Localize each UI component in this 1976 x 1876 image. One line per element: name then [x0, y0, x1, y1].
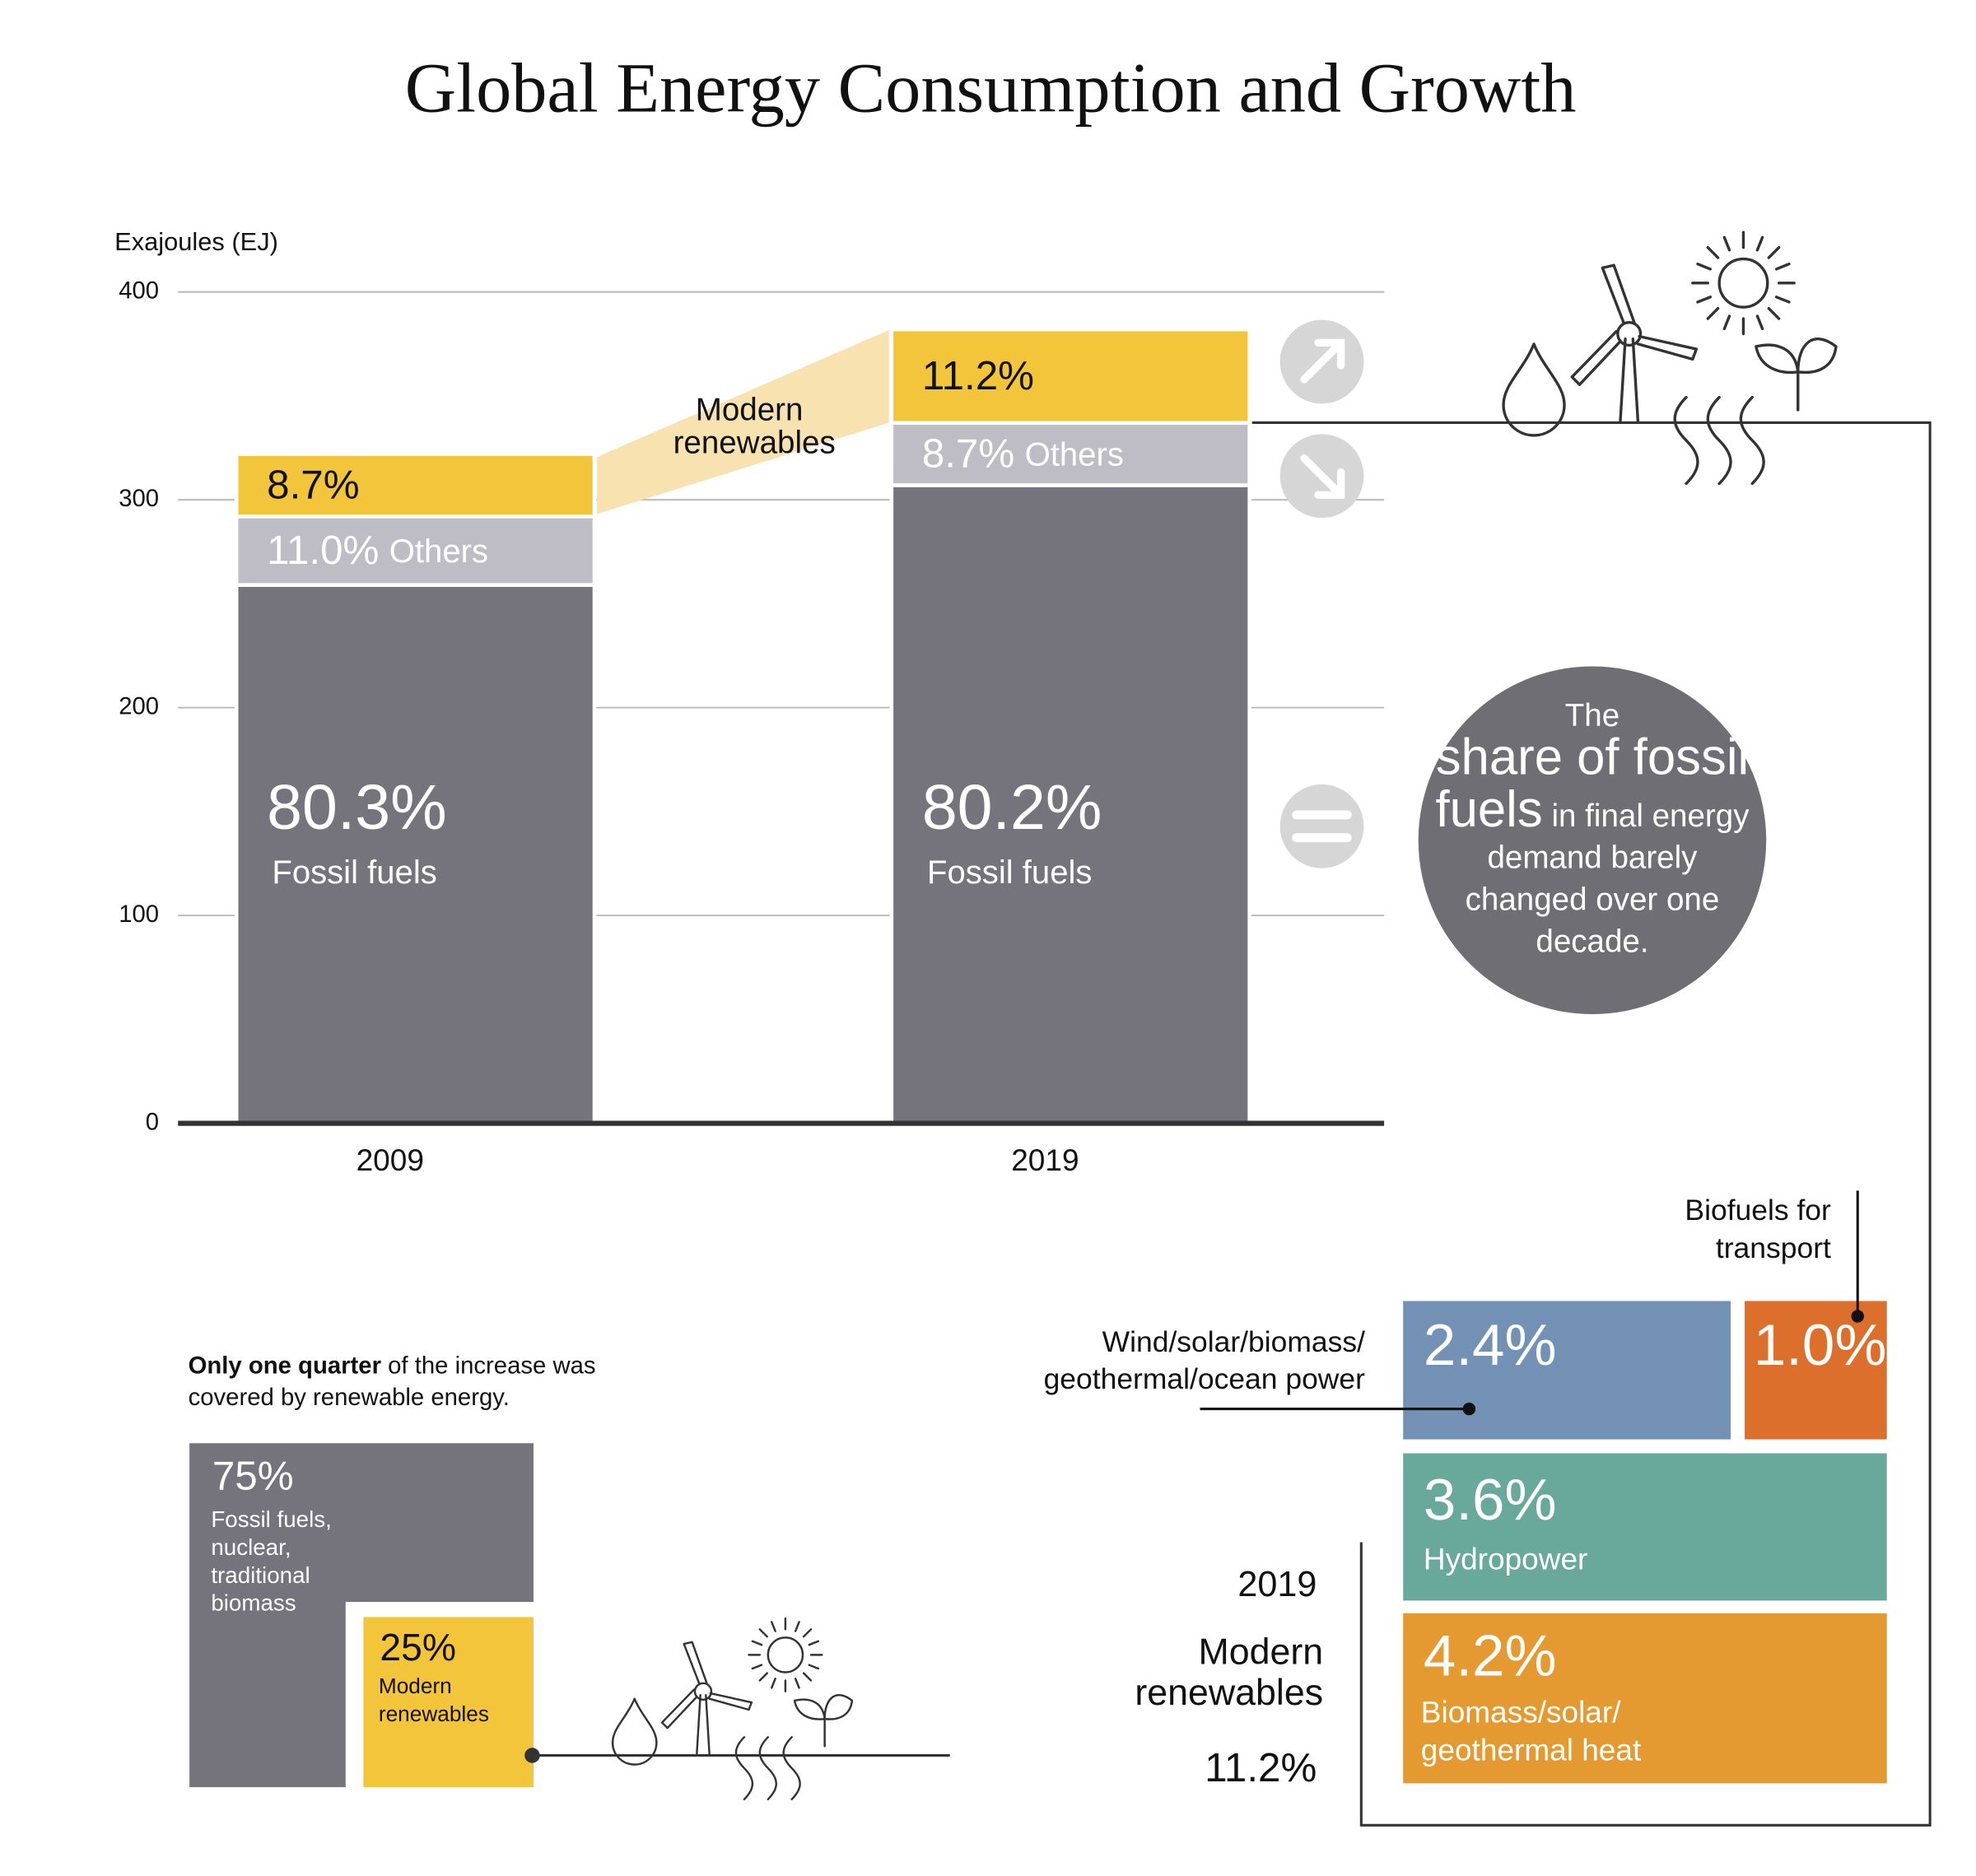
up-arrow	[1300, 338, 1345, 384]
renewable-share-box	[363, 1617, 534, 1788]
segment-label: 11.2%	[922, 353, 1034, 398]
share-label: 11.0%	[267, 528, 379, 573]
hydro-label: Hydropower	[1424, 1542, 1587, 1576]
y-tick-label: 400	[119, 277, 159, 304]
heat-value: 4.2%	[1424, 1624, 1557, 1689]
bar-segment	[889, 483, 1251, 1125]
trend-icons	[1279, 319, 1364, 868]
chart-title: Global Energy Consumption and Growth	[405, 48, 1577, 127]
segment-label: 8.7% Others	[922, 431, 1124, 477]
callout-lead: The	[1564, 698, 1620, 734]
share-label: 80.2%	[922, 772, 1102, 843]
breakdown-title: Modern renewables	[1135, 1632, 1324, 1714]
callout-text: in final energy demand barely changed ov…	[1465, 798, 1750, 960]
callout-circle	[1418, 666, 1767, 1015]
frame-line	[1251, 421, 1932, 1827]
hydro-value: 3.6%	[1424, 1468, 1557, 1533]
renewable-share-label-box: Modern renewables	[378, 1674, 489, 1727]
bar-segment	[889, 327, 1251, 426]
connector	[597, 329, 889, 514]
increase-bold: Only one quarter	[188, 1352, 381, 1380]
breakdown-year: 2019	[1237, 1565, 1317, 1604]
segment-label: 8.7%	[267, 463, 359, 508]
biofuel-label: Biofuels for transport	[1685, 1193, 1831, 1264]
y-tick-label: 0	[146, 1108, 159, 1135]
biofuel-value: 1.0%	[1754, 1313, 1887, 1378]
callout: The share of fossil fuels in final energy…	[1431, 698, 1754, 963]
bar-segment	[234, 452, 597, 519]
equal-sign	[1292, 810, 1352, 843]
wind-value: 2.4%	[1424, 1313, 1557, 1378]
bar-segment	[234, 583, 597, 1125]
energy-icons	[1502, 230, 1838, 486]
bars: 2009 80.3% Fossil fuels 11.0% Others 8.7% 2019…	[234, 327, 1251, 1177]
fossil-share-value: 75%	[212, 1453, 294, 1498]
connector-label-box: Modern renewables	[673, 393, 836, 461]
heat-label-box: Biomass/solar/ geothermal heat	[1420, 1696, 1642, 1768]
segment-label: 11.0% Others	[267, 528, 488, 573]
series-label: Fossil fuels	[927, 854, 1092, 891]
connector-label: Modern renewables	[673, 393, 836, 461]
breakdown-total: 11.2%	[1205, 1745, 1317, 1790]
renewable-share-label: Modern renewables	[378, 1674, 489, 1727]
small-energy-icons	[611, 1617, 854, 1801]
share-label: 11.2%	[922, 353, 1034, 398]
biofuel-box	[1745, 1301, 1887, 1440]
y-axis-label: Exajoules (EJ)	[114, 227, 278, 256]
biofuel-label-box: Biofuels for transport	[1685, 1193, 1831, 1264]
fossil-share-label-box: Fossil fuels, nuclear, traditional bioma…	[211, 1506, 332, 1616]
bar-segment	[889, 421, 1251, 487]
increase-rest: of the increase was covered by renewable…	[188, 1352, 596, 1412]
down-arrow	[1300, 454, 1345, 499]
wind-dot	[1462, 1402, 1476, 1416]
heat-box	[1403, 1613, 1887, 1784]
equal-icon	[1279, 784, 1364, 868]
icon-line-dot	[524, 1748, 540, 1763]
share-label: 80.3%	[267, 772, 447, 843]
increase-note-box: Only one quarter of the increase was cov…	[189, 1351, 608, 1414]
share-label: 8.7%	[267, 463, 359, 508]
bar-segment	[234, 514, 597, 587]
x-tick-label: 2019	[1011, 1143, 1079, 1177]
increase-note: Only one quarter of the increase was cov…	[189, 1351, 608, 1414]
renewable-share-value: 25%	[380, 1626, 456, 1669]
share-label: 8.7%	[922, 431, 1014, 477]
series-label: Others	[1025, 436, 1124, 472]
fossil-share-label: Fossil fuels, nuclear, traditional bioma…	[211, 1506, 332, 1616]
heat-label: Biomass/solar/ geothermal heat	[1420, 1696, 1642, 1768]
series-label: Others	[389, 533, 488, 570]
hydro-box	[1403, 1453, 1887, 1601]
wind-label-box: Wind/solar/biomass/ geothermal/ocean pow…	[1043, 1324, 1365, 1395]
series-label: Fossil fuels	[272, 854, 436, 891]
breakdown-title-box: Modern renewables	[1135, 1632, 1324, 1714]
callout-emphasis: share of fossil fuels	[1435, 729, 1750, 838]
fossil-share-box	[189, 1443, 534, 1788]
x-tick-label: 2009	[357, 1143, 424, 1177]
wind-box	[1403, 1301, 1731, 1440]
y-tick-label: 100	[119, 901, 159, 928]
biofuel-dot	[1851, 1310, 1864, 1323]
y-tick-label: 200	[119, 692, 159, 719]
y-tick-label: 300	[119, 485, 159, 512]
wind-label: Wind/solar/biomass/ geothermal/ocean pow…	[1043, 1324, 1365, 1395]
